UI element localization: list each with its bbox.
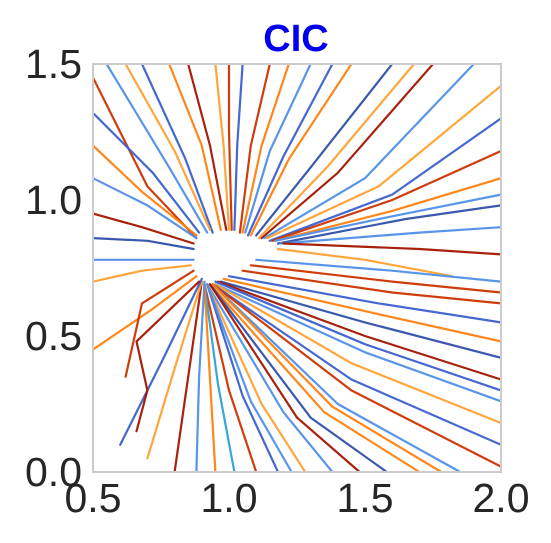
x-axis-ticks: 0.5 1.0 1.5 2.0 xyxy=(65,475,530,521)
trajectory-line-45 xyxy=(93,275,198,351)
trajectory-line-64 xyxy=(135,280,201,433)
trajectory-line-4 xyxy=(187,64,228,231)
trajectory-line-61 xyxy=(214,280,501,392)
trajectory-line-42 xyxy=(173,280,203,472)
trajectory-line-51 xyxy=(93,177,198,240)
x-tick-label: 1.5 xyxy=(337,475,394,521)
trajectory-line-60 xyxy=(249,264,501,294)
trajectory-line-56 xyxy=(241,64,290,234)
chart-title: CIC xyxy=(263,18,328,60)
trajectory-line-1 xyxy=(105,64,209,234)
trajectory-line-29 xyxy=(211,283,501,446)
y-tick-label: 1.0 xyxy=(25,177,82,223)
trajectory-line-2 xyxy=(140,64,214,234)
trajectory-line-58 xyxy=(257,64,416,240)
y-tick-label: 0.0 xyxy=(25,449,82,495)
trajectory-line-36 xyxy=(206,283,307,472)
trajectory-lines xyxy=(93,64,501,472)
y-tick-label: 0.5 xyxy=(25,313,82,359)
trajectory-line-63 xyxy=(206,283,293,472)
y-axis-ticks: 0.0 0.5 1.0 1.5 xyxy=(25,41,82,495)
trajectory-line-33 xyxy=(208,283,388,472)
x-tick-label: 2.0 xyxy=(473,475,530,521)
trajectory-line-20 xyxy=(276,247,454,278)
trajectory-line-34 xyxy=(208,283,361,472)
trajectory-line-13 xyxy=(266,84,501,240)
trajectory-line-16 xyxy=(274,177,501,242)
x-tick-label: 1.0 xyxy=(201,475,258,521)
trajectory-line-8 xyxy=(244,64,312,234)
trajectory-line-17 xyxy=(276,204,501,245)
plot-frame xyxy=(92,63,502,473)
trajectory-line-25 xyxy=(219,280,501,359)
trajectory-line-15 xyxy=(271,149,501,242)
trajectory-line-50 xyxy=(93,212,195,245)
trajectory-line-35 xyxy=(206,283,334,472)
trajectory-line-59 xyxy=(274,193,501,242)
trajectory-line-0 xyxy=(93,76,198,240)
trajectory-line-27 xyxy=(214,283,501,403)
trajectory-line-37 xyxy=(206,283,280,472)
trajectory-line-57 xyxy=(246,64,334,237)
trajectory-line-22 xyxy=(241,269,501,305)
trajectory-line-40 xyxy=(203,283,217,472)
trajectory-line-14 xyxy=(268,117,501,242)
trajectory-line-26 xyxy=(217,280,501,381)
trajectory-line-23 xyxy=(227,275,501,324)
trajectory-line-44 xyxy=(119,277,203,446)
trajectory-line-11 xyxy=(260,64,435,240)
trajectory-line-54 xyxy=(124,64,212,231)
trajectory-line-12 xyxy=(263,64,475,240)
trajectory-line-55 xyxy=(227,64,233,231)
trajectory-line-19 xyxy=(282,242,501,256)
x-tick-label: 0.5 xyxy=(65,475,122,521)
trajectory-line-6 xyxy=(233,64,244,231)
trajectory-line-31 xyxy=(211,283,462,472)
trajectory-line-53 xyxy=(93,111,201,234)
trajectory-line-48 xyxy=(93,264,192,283)
y-tick-label: 1.5 xyxy=(25,41,82,87)
trajectory-line-5 xyxy=(214,64,231,231)
trajectory-line-18 xyxy=(279,226,501,245)
trajectory-line-38 xyxy=(203,283,258,472)
trajectory-line-41 xyxy=(195,280,206,472)
trajectory-line-62 xyxy=(211,283,443,472)
trajectory-line-28 xyxy=(214,283,501,425)
trajectory-line-30 xyxy=(211,283,501,468)
trajectory-line-10 xyxy=(255,64,394,237)
trajectory-line-9 xyxy=(249,64,353,237)
trajectory-line-46 xyxy=(124,269,195,378)
trajectory-line-21 xyxy=(255,258,501,283)
trajectory-line-7 xyxy=(238,64,271,234)
trajectory-line-52 xyxy=(93,144,198,237)
trajectory-line-49 xyxy=(93,237,195,251)
trajectory-line-39 xyxy=(203,283,236,472)
trajectory-line-32 xyxy=(208,283,421,472)
trajectory-line-3 xyxy=(168,64,222,231)
trajectory-line-24 xyxy=(222,277,501,343)
trajectory-line-43 xyxy=(146,280,203,460)
